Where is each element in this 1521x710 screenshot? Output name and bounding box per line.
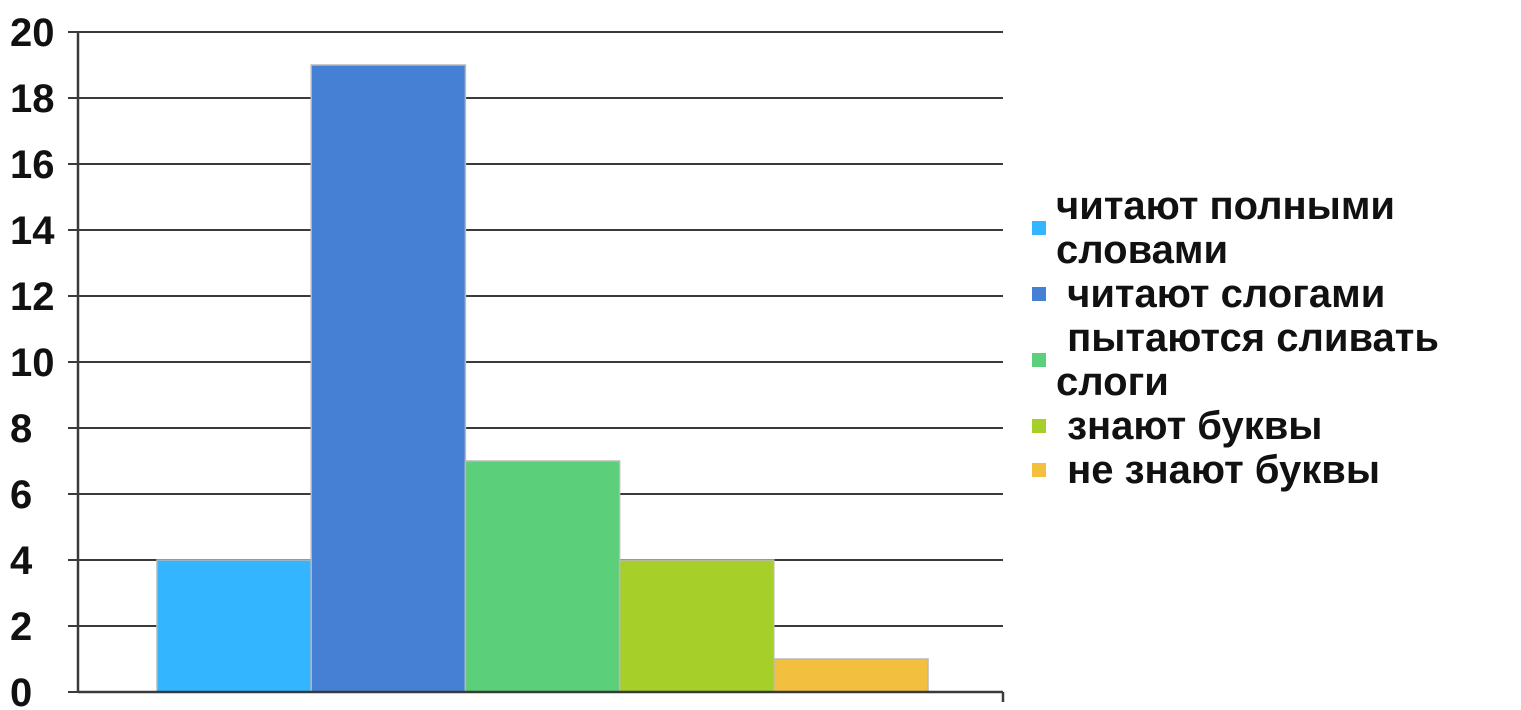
legend-item: читают слогами [1030,272,1518,316]
y-tick-label: 10 [10,341,55,385]
y-tick-label: 18 [10,77,55,121]
bar-3 [464,460,621,693]
legend-label: не знают буквы [1056,448,1380,492]
legend-item: не знают буквы [1030,448,1518,492]
legend-item: читают полными словами [1030,184,1518,272]
bar-2 [310,64,467,693]
legend-label: пытаются сливать [1056,316,1439,360]
y-tick-label: 2 [10,605,32,649]
legend-label: читают слогами [1056,272,1386,316]
y-tick-label: 16 [10,143,55,187]
legend-label: знают буквы [1056,404,1323,448]
legend-swatch [1032,463,1046,477]
y-tick-label: 6 [10,473,32,517]
legend-swatch [1032,287,1046,301]
legend-swatch [1032,221,1046,235]
chart-legend: читают полными словами читают слогами пыт… [1030,184,1518,492]
legend-swatch [1032,419,1046,433]
y-tick-label: 8 [10,407,32,451]
y-tick-label: 0 [10,671,32,710]
bar-5 [773,658,929,693]
y-tick-label: 14 [10,209,55,253]
legend-swatch [1032,353,1046,367]
legend-item: пытаются сливать слоги [1030,316,1518,404]
legend-label: словами [1056,228,1229,272]
legend-item: знают буквы [1030,404,1518,448]
y-tick-label: 20 [10,11,55,55]
legend-label: читают полными [1056,184,1396,228]
bar-4 [618,559,775,693]
bar-1 [156,559,312,693]
y-tick-label: 12 [10,275,55,319]
y-tick-label: 4 [10,539,33,583]
legend-label: слоги [1056,360,1169,404]
